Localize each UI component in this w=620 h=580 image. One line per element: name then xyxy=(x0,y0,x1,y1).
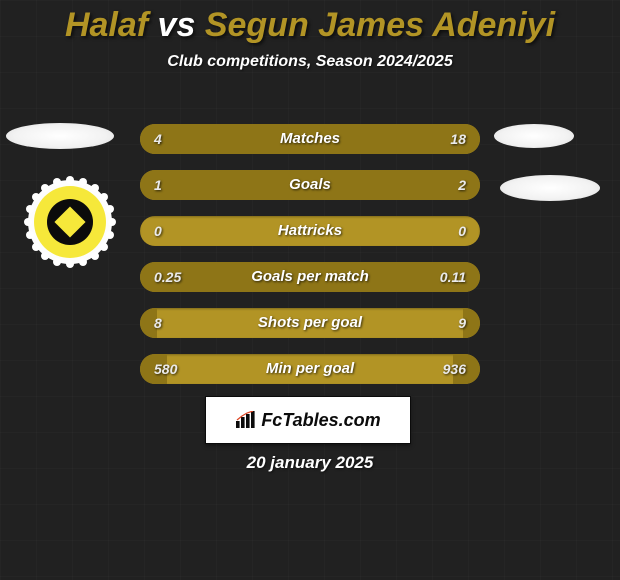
badge-scallop-dot xyxy=(32,193,40,201)
stat-label: Goals xyxy=(140,170,480,200)
brand-box[interactable]: FcTables.com xyxy=(205,396,411,444)
badge-scallop-dot xyxy=(79,178,87,186)
badge-scallop-dot xyxy=(66,260,74,268)
badge-scallop-dot xyxy=(66,176,74,184)
stat-row: 89Shots per goal xyxy=(140,308,480,338)
badge-diamond-icon xyxy=(54,206,85,237)
infographic-container: Halaf vs Segun James Adeniyi Club compet… xyxy=(0,0,620,580)
badge-scallop-dot xyxy=(53,178,61,186)
club-badge xyxy=(28,180,112,264)
stat-row: 580936Min per goal xyxy=(140,354,480,384)
badge-scallop-dot xyxy=(91,184,99,192)
stat-row: 0.250.11Goals per match xyxy=(140,262,480,292)
badge-scallop-dot xyxy=(108,218,116,226)
badge-scallop-dot xyxy=(41,252,49,260)
stat-label: Hattricks xyxy=(140,216,480,246)
badge-scallop-dot xyxy=(100,243,108,251)
badge-scallop-dot xyxy=(53,258,61,266)
badge-scallop-dot xyxy=(91,252,99,260)
player2-name: Segun James Adeniyi xyxy=(205,6,555,44)
vs-word: vs xyxy=(158,6,196,44)
subtitle: Club competitions, Season 2024/2025 xyxy=(0,53,620,71)
stat-row: 00Hattricks xyxy=(140,216,480,246)
stat-label: Matches xyxy=(140,124,480,154)
stat-row: 12Goals xyxy=(140,170,480,200)
stat-row: 418Matches xyxy=(140,124,480,154)
badge-center xyxy=(47,199,93,245)
decorative-ellipse-left-1 xyxy=(6,123,114,149)
badge-scallop-dot xyxy=(106,205,114,213)
badge-scallop-dot xyxy=(41,184,49,192)
stat-label: Goals per match xyxy=(140,262,480,292)
badge-scallop-dot xyxy=(26,205,34,213)
player1-name: Halaf xyxy=(65,6,148,44)
brand-bars-icon xyxy=(235,411,257,429)
badge-scallop-dot xyxy=(100,193,108,201)
badge-scallop-dot xyxy=(26,231,34,239)
decorative-ellipse-right-2 xyxy=(500,175,600,201)
stat-label: Shots per goal xyxy=(140,308,480,338)
badge-scallop-dot xyxy=(106,231,114,239)
date: 20 january 2025 xyxy=(0,453,620,473)
stat-label: Min per goal xyxy=(140,354,480,384)
badge-scallop-dot xyxy=(24,218,32,226)
brand-text: FcTables.com xyxy=(261,410,380,431)
title: Halaf vs Segun James Adeniyi xyxy=(0,0,620,45)
stats-panel: 418Matches 12Goals 00Hattricks 0.250.11Goal… xyxy=(140,124,480,400)
decorative-ellipse-right-1 xyxy=(494,124,574,148)
badge-scallop-dot xyxy=(79,258,87,266)
badge-scallop-dot xyxy=(32,243,40,251)
badge-ring xyxy=(28,180,112,264)
badge-inner xyxy=(34,186,106,258)
